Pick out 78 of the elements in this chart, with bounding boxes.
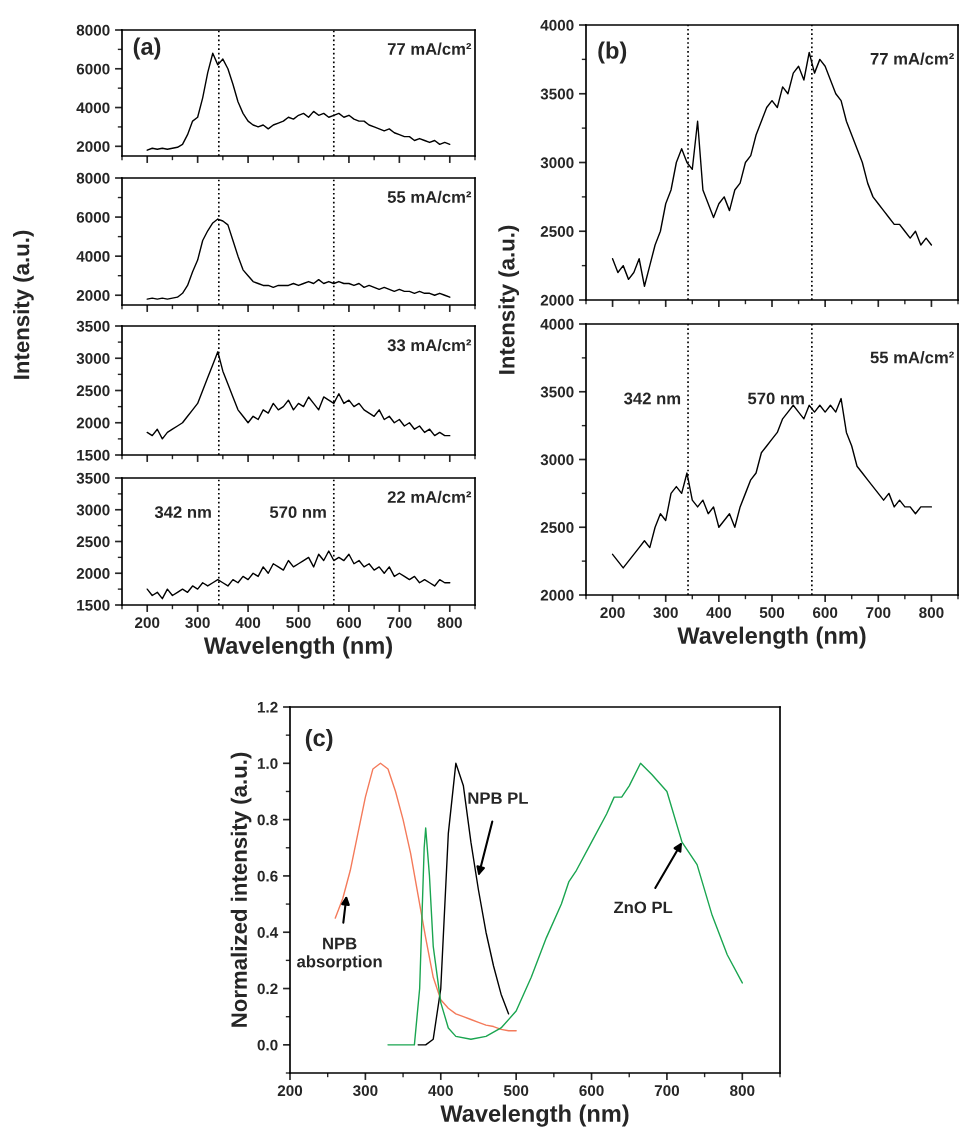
y-tick-label: 4000 <box>76 251 110 262</box>
annotation: NPB PL <box>468 792 528 804</box>
x-tick-label: 400 <box>706 607 731 619</box>
x-tick-label: 600 <box>812 607 838 619</box>
text: (b) <box>598 41 627 64</box>
y-tick-label: 0.2 <box>257 983 278 995</box>
y-tick-label: 3500 <box>540 386 574 398</box>
y-tick-label: 6000 <box>76 211 110 223</box>
y-tick-label: 3500 <box>540 88 574 100</box>
x-tick-label: 600 <box>579 1085 604 1097</box>
annotation: 55 mA/cm² <box>870 351 954 364</box>
y-tick-label: 1.2 <box>257 701 278 713</box>
x-axis-title: Wavelength (nm) <box>203 636 392 659</box>
y-tick-label: 3000 <box>76 504 110 516</box>
x-tick-label: 700 <box>387 617 412 629</box>
y-tick-label: 2500 <box>540 522 574 533</box>
y-tick-label: 4000 <box>540 318 574 330</box>
y-tick-label: 3000 <box>540 454 574 466</box>
x-tick-label: 300 <box>352 1085 378 1097</box>
y-tick-label: 0.8 <box>257 814 278 826</box>
y-tick-label: 2000 <box>540 589 574 601</box>
y-tick-label: 3000 <box>540 157 574 169</box>
y-tick-label: 0.6 <box>257 870 278 882</box>
y-tick-label: 8000 <box>76 172 110 184</box>
annotation: 22 mA/cm² <box>387 490 472 504</box>
x-tick-label: 500 <box>286 617 311 629</box>
x-tick-label: 800 <box>437 617 462 629</box>
y-tick-label: 3000 <box>76 353 110 364</box>
chart-title: (a) <box>133 37 161 60</box>
annotation: 33 mA/cm² <box>387 338 472 352</box>
ref-line-label: 570 nm <box>269 506 326 519</box>
x-tick-label: 300 <box>185 617 210 629</box>
y-tick-label: 1500 <box>77 449 110 461</box>
x-tick-label: 700 <box>866 607 891 619</box>
annotation: 77 mA/cm² <box>387 42 472 56</box>
y-tick-label: 8000 <box>76 24 110 36</box>
y-tick-label: 2500 <box>76 536 110 548</box>
x-tick-label: 800 <box>919 607 944 619</box>
annotation: NPB absorption <box>297 937 382 971</box>
y-tick-label: 2500 <box>540 226 574 237</box>
y-tick-label: 1500 <box>77 599 110 611</box>
y-axis-title: Intensity (a.u.) <box>498 225 520 374</box>
text: (c) <box>305 728 333 751</box>
x-tick-label: 200 <box>135 617 160 629</box>
x-tick-label: 600 <box>336 617 362 629</box>
ref-line-label: 570 nm <box>747 392 804 405</box>
x-tick-label: 800 <box>730 1085 755 1097</box>
ref-line-label: 342 nm <box>624 392 681 405</box>
y-tick-label: 2500 <box>76 385 110 397</box>
y-tick-label: 6000 <box>76 63 110 75</box>
y-tick-label: 2000 <box>540 294 574 306</box>
y-tick-label: 2000 <box>76 141 110 152</box>
ref-line-label: 342 nm <box>154 506 211 519</box>
x-tick-label: 500 <box>759 607 785 619</box>
y-tick-label: 2000 <box>76 417 110 429</box>
x-tick-label: 200 <box>600 607 625 619</box>
annotation: ZnO PL <box>613 901 673 914</box>
y-axis-title: Intensity (a.u.) <box>13 230 34 379</box>
y-tick-label: 2000 <box>76 568 110 579</box>
y-tick-label: 4000 <box>76 102 110 114</box>
x-tick-label: 200 <box>277 1085 303 1097</box>
x-tick-label: 400 <box>235 617 261 629</box>
y-tick-label: 3500 <box>76 472 110 484</box>
annotation: 77 mA/cm² <box>870 52 954 65</box>
x-tick-label: 400 <box>428 1085 453 1097</box>
y-tick-label: 2000 <box>76 290 110 301</box>
x-tick-label: 500 <box>503 1085 529 1097</box>
x-tick-label: 700 <box>654 1085 680 1097</box>
y-tick-label: 3500 <box>76 320 110 332</box>
y-axis-title: Normalized intensity (a.u.) <box>230 752 252 1027</box>
x-tick-label: 300 <box>653 607 678 619</box>
x-axis-title: Wavelength (nm) <box>677 626 866 649</box>
y-tick-label: 0.4 <box>257 927 279 938</box>
x-axis-title: Wavelength (nm) <box>440 1104 629 1127</box>
y-tick-label: 4000 <box>540 19 574 31</box>
y-tick-label: 0.0 <box>257 1039 278 1051</box>
y-tick-label: 1.0 <box>257 758 278 769</box>
annotation: 55 mA/cm² <box>387 190 472 204</box>
